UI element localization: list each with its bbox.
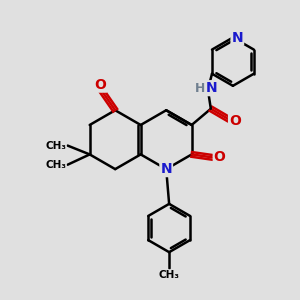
Text: N: N [232,31,243,44]
Text: H: H [194,82,205,95]
Text: CH₃: CH₃ [45,160,66,170]
Text: CH₃: CH₃ [45,141,66,151]
Text: N: N [206,81,217,95]
Text: N: N [160,162,172,176]
Text: O: O [94,78,106,92]
Text: O: O [214,150,226,164]
Text: CH₃: CH₃ [159,270,180,280]
Text: O: O [229,114,241,128]
